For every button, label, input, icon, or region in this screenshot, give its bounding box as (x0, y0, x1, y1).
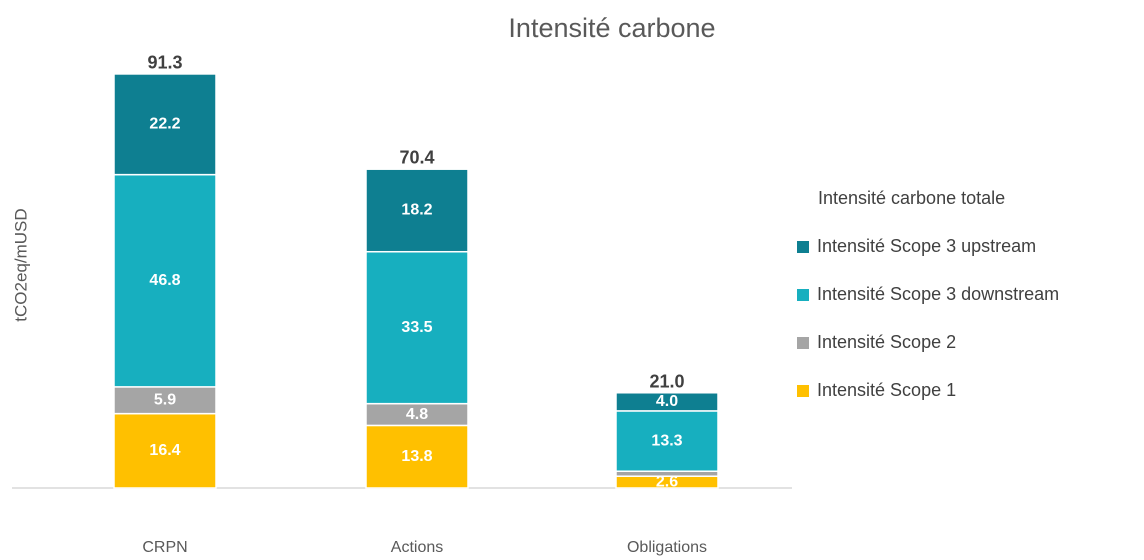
value-label: 33.5 (401, 319, 432, 336)
bar-segment (365, 168, 469, 253)
value-label: 16.4 (149, 442, 180, 459)
legend-swatch (797, 385, 809, 397)
x-tick-label: Actions (391, 539, 443, 556)
value-label: 13.8 (401, 448, 432, 465)
legend-label: Intensité Scope 2 (817, 332, 956, 352)
legend-label: Intensité Scope 1 (817, 380, 956, 400)
bar-segment (113, 412, 217, 489)
bar-segment (365, 250, 469, 405)
bar-segment (615, 392, 719, 412)
legend-label: Intensité Scope 3 downstream (817, 284, 1059, 304)
legend-label: Intensité Scope 3 upstream (817, 236, 1036, 256)
value-label: 4.0 (656, 393, 678, 410)
bar-segment (615, 410, 719, 472)
total-label: 91.3 (147, 53, 182, 73)
total-label: 70.4 (399, 147, 434, 167)
legend-swatch (797, 241, 809, 253)
value-label: 4.8 (406, 406, 428, 423)
bar-segment (113, 73, 217, 176)
legend-label: Intensité carbone totale (818, 188, 1005, 208)
value-label: 18.2 (401, 202, 432, 219)
legend-swatch (797, 337, 809, 349)
y-axis-label: tCO2eq/mUSD (11, 208, 30, 321)
total-label: 21.0 (649, 372, 684, 392)
x-tick-label: Obligations (627, 539, 707, 556)
x-tick-label: CRPN (142, 539, 187, 556)
value-label: 46.8 (149, 272, 180, 289)
bar-segment (365, 424, 469, 489)
bar-segment (113, 386, 217, 415)
value-label: 22.2 (149, 116, 180, 133)
value-label: 2.6 (656, 473, 678, 490)
value-label: 5.9 (154, 391, 176, 408)
legend-swatch (797, 289, 809, 301)
chart-title: Intensité carbone (508, 13, 715, 43)
value-label: 13.3 (651, 432, 682, 449)
